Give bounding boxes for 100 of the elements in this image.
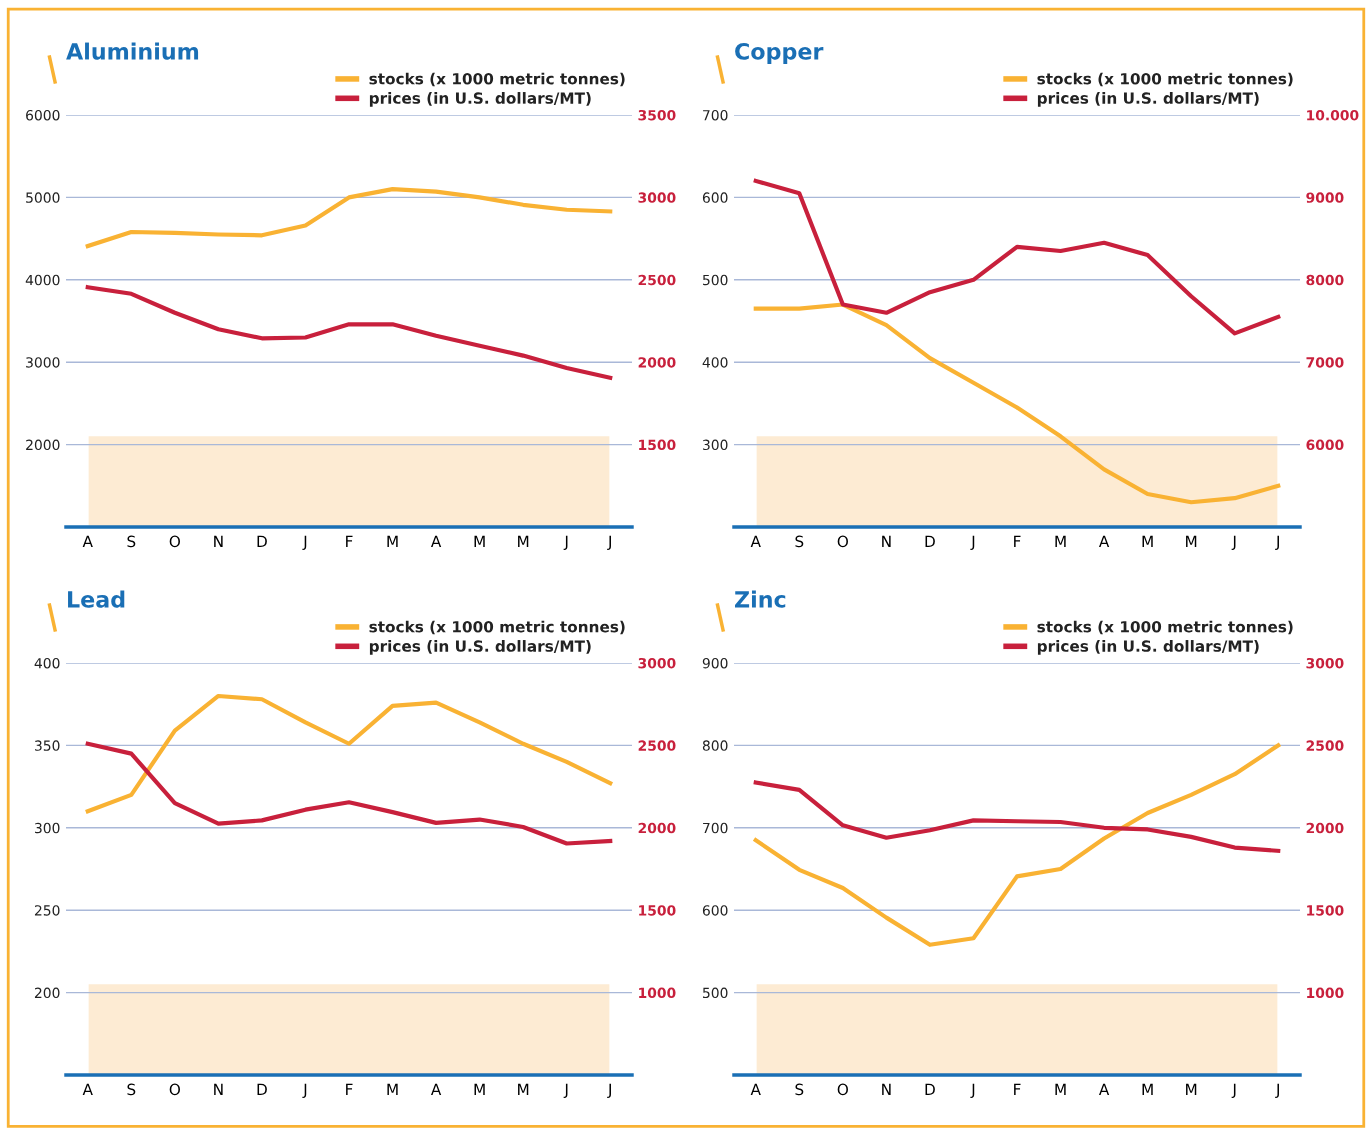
y2-tick-label: 1500 xyxy=(639,905,676,916)
x-tick-label: F xyxy=(346,535,353,547)
y-tick-label: 200 xyxy=(34,987,60,999)
line-series xyxy=(85,741,613,846)
y-tick-label: 400 xyxy=(34,657,60,669)
x-tick-label: F xyxy=(1014,1083,1021,1095)
legend-label: prices (in U.S. dollars/MT) xyxy=(369,640,591,655)
legend-label: prices (in U.S. dollars/MT) xyxy=(1037,640,1259,655)
x-tick-label: A xyxy=(82,1083,93,1095)
y2-tick-label: 1000 xyxy=(639,987,676,999)
x-tick-label: N xyxy=(882,1083,891,1095)
x-tick-label: F xyxy=(346,1083,353,1095)
y-tick-label: 3000 xyxy=(26,357,60,368)
y-tick-label: 300 xyxy=(34,822,60,834)
legend-label: stocks (x 1000 metric tonnes) xyxy=(369,72,625,87)
y2-tick-label: 2000 xyxy=(638,822,676,834)
x-tick-label: M xyxy=(474,535,485,547)
x-tick-label: M xyxy=(1055,1083,1066,1095)
y2-tick-label: 7000 xyxy=(1306,357,1344,368)
y2-tick-label: 10.000 xyxy=(1307,109,1359,121)
x-tick-label: J xyxy=(970,535,975,550)
x-tick-label: D xyxy=(257,535,267,547)
y2-tick-label: 1000 xyxy=(1307,987,1344,999)
x-tick-label: A xyxy=(1098,1083,1110,1095)
y-tick-label: 600 xyxy=(702,905,728,916)
y-tick-label: 500 xyxy=(703,274,728,286)
y-tick-label: 800 xyxy=(702,740,728,751)
x-tick-label: J xyxy=(607,535,611,550)
x-tick-label: J xyxy=(1231,1083,1236,1098)
x-tick-label: A xyxy=(430,535,442,547)
line-series xyxy=(753,302,1281,505)
line-series xyxy=(85,285,613,380)
x-tick-label: J xyxy=(563,1083,568,1098)
chart-title: Zinc xyxy=(735,590,786,608)
y2-tick-label: 2000 xyxy=(1306,822,1344,834)
legend-label: prices (in U.S. dollars/MT) xyxy=(369,92,591,107)
x-tick-label: J xyxy=(970,1083,975,1098)
x-tick-label: O xyxy=(837,1083,848,1096)
x-tick-label: O xyxy=(169,535,180,548)
y2-tick-label: 3500 xyxy=(638,109,676,121)
x-tick-label: M xyxy=(474,1083,485,1095)
x-tick-label: A xyxy=(82,535,93,547)
x-tick-label: O xyxy=(837,535,848,548)
x-tick-label: D xyxy=(925,1083,935,1095)
x-tick-label: N xyxy=(214,1083,223,1095)
y-tick-label: 600 xyxy=(702,192,728,203)
y2-tick-label: 8000 xyxy=(1306,274,1344,286)
x-tick-label: M xyxy=(1186,1083,1197,1095)
x-tick-label: J xyxy=(1275,1083,1279,1098)
y2-tick-label: 3000 xyxy=(638,657,676,669)
x-tick-label: M xyxy=(1142,1083,1153,1095)
x-tick-label: J xyxy=(1231,535,1236,550)
legend-label: stocks (x 1000 metric tonnes) xyxy=(1037,620,1293,635)
line-series xyxy=(753,743,1281,947)
x-tick-label: D xyxy=(257,1083,267,1095)
x-tick-label: M xyxy=(1142,535,1153,547)
x-tick-label: M xyxy=(518,1083,529,1095)
x-tick-label: A xyxy=(430,1083,442,1095)
chart-title: Lead xyxy=(68,590,125,608)
y-tick-label: 350 xyxy=(34,740,60,751)
legend-label: prices (in U.S. dollars/MT) xyxy=(1037,92,1259,107)
y-tick-label: 900 xyxy=(702,657,728,669)
x-tick-label: N xyxy=(882,535,891,547)
x-tick-label: A xyxy=(1098,535,1110,547)
x-tick-label: J xyxy=(302,1083,307,1098)
y-tick-label: 400 xyxy=(702,357,728,368)
y-tick-label: 5000 xyxy=(26,192,60,203)
y2-tick-label: 2500 xyxy=(638,740,676,751)
y2-tick-label: 3000 xyxy=(1306,657,1344,669)
x-tick-label: S xyxy=(127,1083,136,1096)
y-tick-label: 4000 xyxy=(25,274,60,286)
x-tick-label: M xyxy=(1186,535,1197,547)
x-tick-label: A xyxy=(750,1083,761,1095)
x-tick-label: M xyxy=(387,1083,398,1095)
x-tick-label: F xyxy=(1014,535,1021,547)
y2-tick-label: 2000 xyxy=(638,357,676,368)
y2-tick-label: 2500 xyxy=(1306,740,1344,751)
y-tick-label: 700 xyxy=(703,822,728,834)
y2-tick-label: 9000 xyxy=(1306,192,1344,203)
line-series xyxy=(85,187,613,249)
x-tick-label: M xyxy=(1055,535,1066,547)
line-series xyxy=(753,178,1281,336)
y2-tick-label: 6000 xyxy=(1306,439,1344,451)
y2-tick-label: 2500 xyxy=(638,274,676,286)
x-tick-label: M xyxy=(387,535,398,547)
x-tick-label: J xyxy=(1275,535,1279,550)
y-tick-label: 250 xyxy=(34,905,60,916)
x-tick-label: M xyxy=(518,535,529,547)
legend-label: stocks (x 1000 metric tonnes) xyxy=(369,620,625,635)
x-tick-label: J xyxy=(302,535,307,550)
chart-title: Copper xyxy=(735,42,824,65)
legend-label: stocks (x 1000 metric tonnes) xyxy=(1037,72,1293,87)
x-tick-label: J xyxy=(563,535,568,550)
y2-tick-label: 1500 xyxy=(1307,905,1344,916)
y-tick-label: 6000 xyxy=(26,109,60,121)
x-tick-label: S xyxy=(795,1083,804,1096)
x-tick-label: N xyxy=(214,535,223,547)
x-tick-label: O xyxy=(169,1083,180,1096)
x-tick-label: J xyxy=(607,1083,611,1098)
chart-title: Aluminium xyxy=(66,42,199,60)
